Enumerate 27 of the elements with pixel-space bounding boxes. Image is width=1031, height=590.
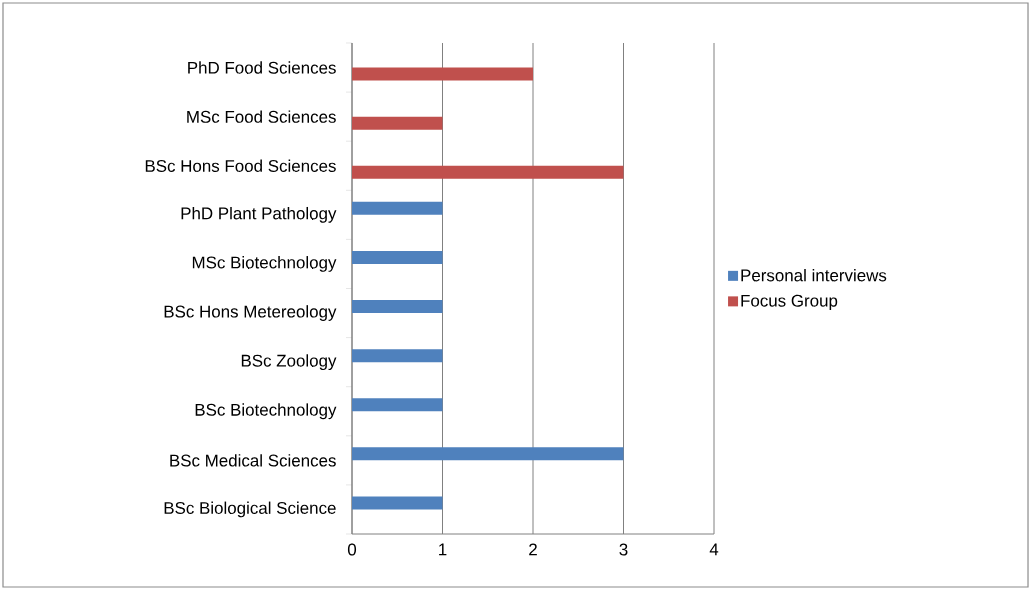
x-tick-label: 3 — [619, 543, 628, 556]
bar — [352, 447, 624, 461]
x-tick-label: 4 — [709, 543, 719, 556]
y-tick-label: BSc Biotechnology — [195, 403, 337, 420]
bar — [352, 398, 443, 412]
y-tick-label: BSc Hons Metereology — [164, 305, 337, 321]
bar — [352, 496, 443, 510]
y-tick-label: BSc Medical Sciences — [170, 454, 336, 467]
y-tick-label: PhD Plant Pathology — [181, 206, 337, 223]
y-tick-label: MSc Biotechnology — [192, 256, 337, 272]
bar — [352, 201, 443, 215]
bar — [352, 67, 533, 81]
y-tick-label: BSc Biological Science — [164, 501, 336, 518]
y-tick-label: BSc Hons Food Sciences — [145, 159, 336, 172]
legend-label: Focus Group — [741, 294, 838, 311]
bar — [352, 116, 443, 130]
y-tick-label: PhD Food Sciences — [188, 61, 336, 74]
y-tick-label: BSc Zoology — [241, 354, 337, 371]
legend-label: Personal interviews — [741, 268, 887, 282]
bar — [352, 250, 443, 264]
x-tick-label: 0 — [347, 543, 357, 556]
bar — [352, 300, 443, 314]
x-tick-label: 1 — [439, 543, 447, 556]
bar — [352, 165, 624, 179]
y-tick-label: MSc Food Sciences — [187, 110, 336, 123]
bar — [352, 349, 443, 363]
x-tick-label: 2 — [529, 543, 537, 556]
